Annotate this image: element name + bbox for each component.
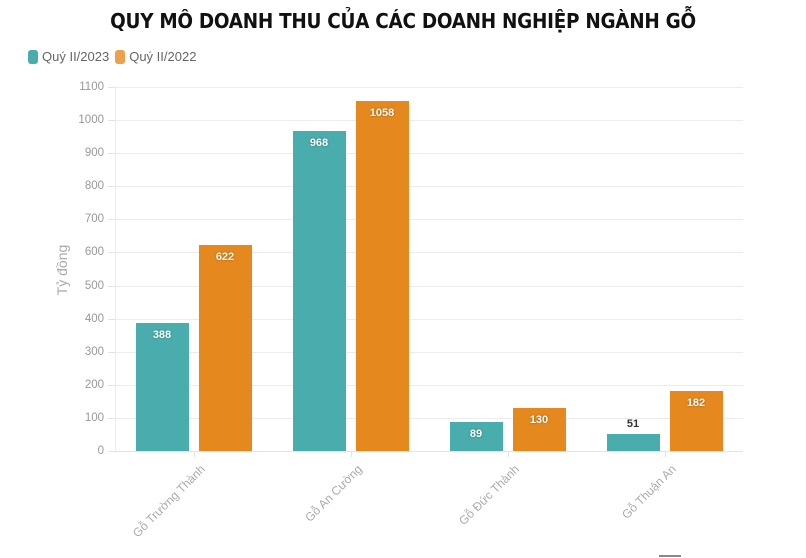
- x-category-label: Gỗ Đức Thành: [455, 462, 522, 528]
- bar-value-label: 51: [626, 418, 640, 431]
- gridline: [115, 186, 743, 188]
- gridline: [115, 219, 743, 221]
- gridline: [115, 87, 743, 88]
- y-tick-mark: [108, 351, 115, 353]
- y-tick-mark: [108, 384, 115, 386]
- x-category-label: Gỗ Trường Thành: [129, 462, 208, 541]
- legend-label-2023: Quý II/2023: [42, 49, 110, 64]
- legend: Quý II/2023 Quý II/2022: [28, 49, 202, 64]
- bar-value-label: 622: [215, 251, 235, 264]
- y-tick-label: 400: [84, 312, 104, 325]
- chart-title: QUY MÔ DOANH THU CỦA CÁC DOANH NGHIỆP NG…: [110, 9, 696, 33]
- legend-swatch-2022: [115, 49, 126, 64]
- bar-2023[interactable]: [135, 322, 189, 451]
- y-axis-label: Tỷ đồng: [54, 244, 70, 296]
- x-tick-mark: [350, 451, 352, 457]
- corner-mark: [659, 555, 681, 557]
- y-tick-label: 300: [84, 345, 104, 358]
- bar-value-label: 388: [152, 328, 172, 341]
- gridline: [115, 351, 743, 353]
- y-tick-mark: [108, 87, 115, 88]
- bar-2023[interactable]: [449, 421, 503, 451]
- y-tick-label: 0: [97, 445, 104, 457]
- y-tick-label: 800: [84, 180, 104, 193]
- bar-value-label: 182: [686, 396, 706, 409]
- y-tick-mark: [108, 451, 115, 452]
- gridline: [115, 318, 743, 320]
- bar-2022[interactable]: [669, 390, 723, 451]
- gridline: [115, 384, 743, 386]
- legend-swatch-2023: [28, 49, 38, 64]
- y-tick-mark: [108, 153, 115, 155]
- bar-value-label: 1058: [369, 106, 395, 119]
- y-tick-label: 200: [84, 378, 104, 391]
- gridline: [115, 252, 743, 254]
- y-tick-mark: [108, 318, 115, 320]
- y-tick-label: 1100: [79, 81, 104, 93]
- gridline: [115, 120, 743, 122]
- y-tick-mark: [108, 186, 115, 188]
- gridline: [115, 285, 743, 287]
- bar-2022[interactable]: [512, 407, 566, 451]
- x-category-label: Gỗ Thuận An: [618, 462, 679, 522]
- x-tick-mark: [193, 451, 195, 457]
- y-tick-label: 100: [84, 411, 104, 424]
- x-category-label: Gỗ An Cường: [301, 462, 365, 525]
- bar-value-label: 130: [529, 413, 549, 426]
- y-tick-label: 1000: [78, 114, 104, 127]
- x-axis-line: [115, 451, 743, 452]
- gridline: [115, 417, 743, 419]
- y-tick-mark: [108, 252, 115, 254]
- legend-label-2022: Quý II/2022: [129, 49, 197, 64]
- bar-2022[interactable]: [355, 100, 409, 451]
- y-tick-label: 500: [84, 279, 104, 292]
- y-tick-mark: [108, 219, 115, 221]
- x-tick-mark: [507, 451, 509, 457]
- bar-value-label: 89: [469, 427, 483, 440]
- y-axis-line: [115, 87, 116, 452]
- bar-2023[interactable]: [292, 130, 346, 451]
- bar-value-label: 968: [309, 136, 329, 149]
- legend-item-2022[interactable]: Quý II/2022: [115, 49, 196, 64]
- legend-item-2023[interactable]: Quý II/2023: [28, 49, 109, 64]
- y-tick-mark: [108, 120, 115, 122]
- y-tick-label: 700: [84, 213, 104, 226]
- bar-2022[interactable]: [198, 245, 252, 451]
- gridline: [115, 153, 743, 155]
- y-tick-mark: [108, 417, 115, 419]
- x-tick-mark: [664, 451, 666, 457]
- bar-2023[interactable]: [606, 434, 660, 451]
- y-tick-label: 900: [84, 147, 104, 160]
- y-tick-mark: [108, 285, 115, 287]
- y-tick-label: 600: [84, 246, 104, 259]
